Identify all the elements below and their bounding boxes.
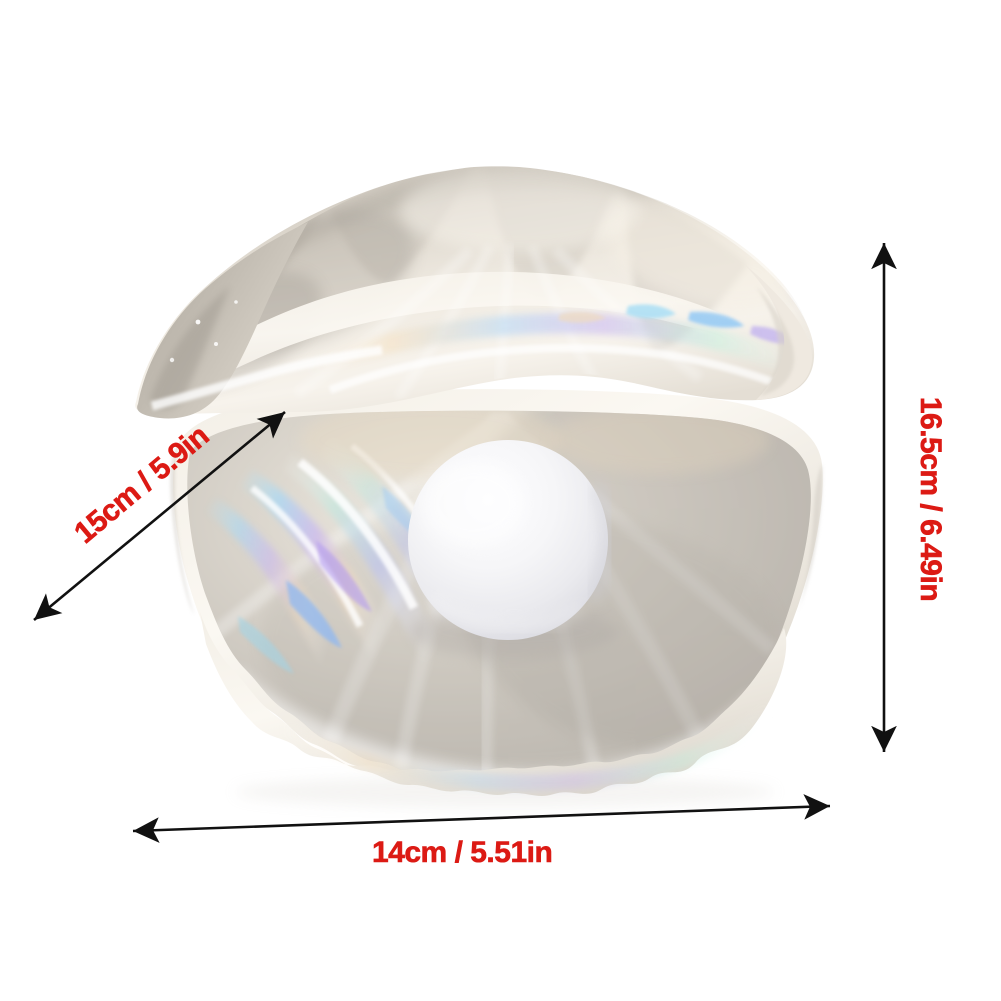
glint-4: [558, 311, 606, 323]
glint-1: [626, 304, 676, 319]
pearl-sphere: [408, 440, 618, 658]
pearl-edge-shade: [585, 482, 614, 604]
speckle-2: [214, 342, 218, 346]
upper-lip-iridescence: [296, 313, 813, 383]
beak-edge-highlight: [150, 345, 383, 411]
speckle-1: [195, 319, 201, 325]
upper-highlight-top: [400, 168, 640, 252]
beak-shade: [150, 286, 230, 410]
speckle-4: [234, 300, 238, 304]
glint-2: [688, 311, 744, 328]
right-tip-shade: [756, 286, 795, 396]
speckle-3: [169, 357, 175, 363]
pearl-highlight: [422, 462, 526, 546]
pearl-bounce-light: [426, 594, 585, 631]
product-ground-shadow: [235, 776, 775, 808]
upper-shell-half: [135, 166, 815, 419]
width-dimension-label: 14cm / 5.51in: [372, 836, 553, 870]
upper-lip-specular: [328, 344, 802, 398]
rim-shade-right: [798, 464, 823, 612]
height-dimension-label: 16.5cm / 6.49in: [914, 396, 948, 602]
bowl-warm-tint-right: [550, 410, 770, 474]
upper-shell-right-tip: [742, 262, 813, 400]
